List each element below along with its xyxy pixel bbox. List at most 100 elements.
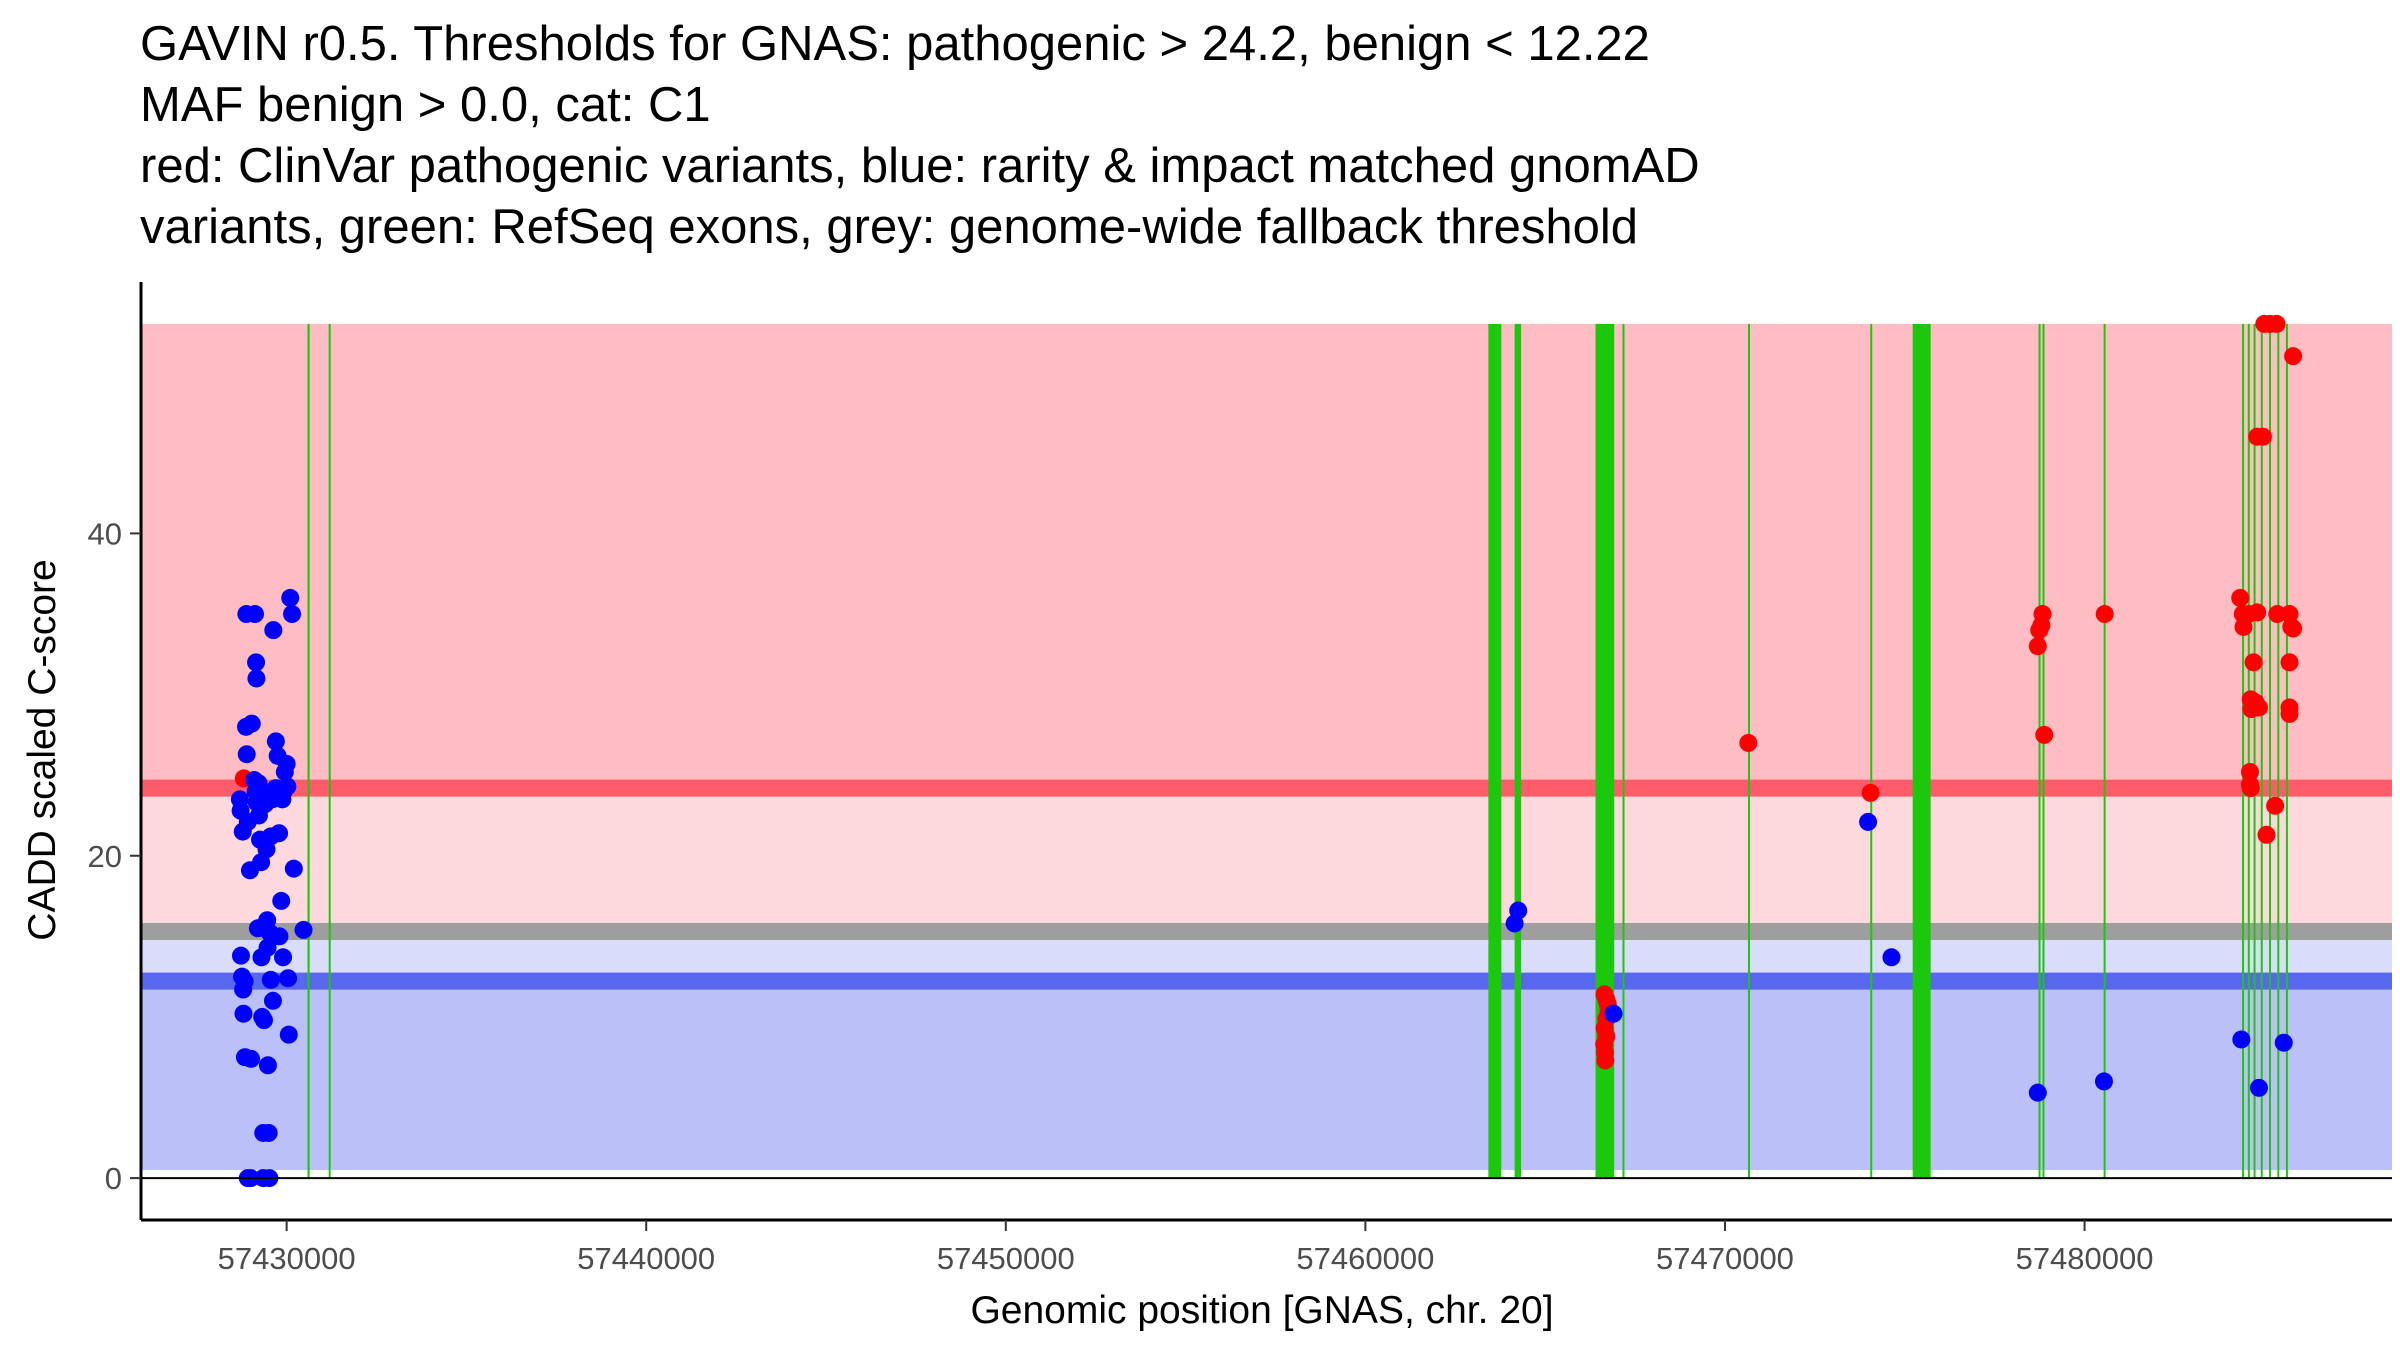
threshold-regions <box>141 323 2392 1171</box>
exon-bar <box>2038 323 2041 1179</box>
exon-bar <box>1622 323 1625 1179</box>
y-tick-label: 0 <box>105 1161 122 1196</box>
gnomad-variant-point <box>281 588 300 607</box>
axes <box>139 282 2392 1222</box>
clinvar-variant-point <box>2257 825 2276 844</box>
gnomad-variant-point <box>242 714 261 733</box>
gnomad-variant-point <box>264 621 283 640</box>
x-tick-label: 57430000 <box>218 1241 356 1276</box>
region-pathogenic <box>141 323 2392 789</box>
gnomad-variant-point <box>245 605 264 624</box>
exon-bar <box>2277 323 2280 1179</box>
gnomad-variant-point <box>294 920 313 939</box>
gnomad-variant-point <box>279 1025 298 1044</box>
clinvar-variant-point <box>2284 619 2303 638</box>
clinvar-variant-point <box>1596 1051 1615 1070</box>
gnomad-variant-point <box>231 946 250 965</box>
title-line-3: red: ClinVar pathogenic variants, blue: … <box>140 139 1700 193</box>
gnomad-variant-point <box>1859 812 1878 831</box>
gnomad-variant-point <box>1509 901 1528 920</box>
gnomad-variant-point <box>1604 1004 1623 1023</box>
gnomad-variant-point <box>2232 1030 2251 1049</box>
y-tick-label: 20 <box>88 839 122 874</box>
clinvar-variant-point <box>2028 637 2047 656</box>
variant-points <box>230 314 2303 1188</box>
x-tick-label: 57470000 <box>1656 1241 1794 1276</box>
title-line-2: MAF benign > 0.0, cat: C1 <box>140 78 711 132</box>
gnomad-variant-point <box>2094 1072 2113 1091</box>
clinvar-variant-point <box>2284 347 2303 366</box>
clinvar-variant-point <box>2280 704 2299 723</box>
y-axis-title: CADD scaled C-score <box>21 559 64 940</box>
y-axis-ticks: 0 20 40 <box>88 516 141 1196</box>
gnomad-variant-point <box>266 732 285 751</box>
gnomad-variant-point <box>270 824 289 843</box>
clinvar-variant-point <box>2095 605 2114 624</box>
clinvar-variant-point <box>1739 733 1758 752</box>
gnomad-variant-point <box>263 991 282 1010</box>
gnomad-variant-point <box>261 970 280 989</box>
gnomad-variant-point <box>278 777 297 796</box>
exon-bar <box>328 323 331 1179</box>
clinvar-variant-point <box>2280 653 2299 672</box>
clinvar-variant-point <box>2266 796 2285 815</box>
gnomad-variant-point <box>2028 1083 2047 1102</box>
title-line-4: variants, green: RefSeq exons, grey: gen… <box>140 200 1639 254</box>
exon-bar <box>307 323 310 1179</box>
gnomad-variant-point <box>1882 948 1901 967</box>
gnomad-variant-point <box>277 754 296 773</box>
gnomad-variant-point <box>283 605 302 624</box>
exon-bar <box>1488 323 1502 1179</box>
clinvar-variant-point <box>2035 725 2054 744</box>
gnomad-variant-point <box>2249 1078 2268 1097</box>
clinvar-variant-point <box>2267 314 2286 333</box>
gnomad-variant-point <box>272 891 291 910</box>
clinvar-variant-point <box>2248 603 2267 622</box>
clinvar-variant-point <box>2244 653 2263 672</box>
gnomad-variant-point <box>235 972 254 991</box>
title-line-1: GAVIN r0.5. Thresholds for GNAS: pathoge… <box>140 17 1650 71</box>
exon-bar <box>2042 323 2045 1179</box>
gnomad-variant-point <box>270 927 289 946</box>
exon-bar <box>2260 323 2263 1179</box>
exon-bar <box>2253 323 2256 1179</box>
chart-title: GAVIN r0.5. Thresholds for GNAS: pathoge… <box>140 14 1700 258</box>
clinvar-variant-point <box>1861 783 1880 802</box>
gnomad-variant-point <box>258 1056 277 1075</box>
gnomad-variant-point <box>247 653 266 672</box>
x-tick-label: 57460000 <box>1296 1241 1434 1276</box>
exon-bar <box>1912 323 1931 1179</box>
gnomad-matched-series <box>230 588 2293 1188</box>
gnomad-variant-point <box>247 669 266 688</box>
region-intermediate <box>141 788 2392 932</box>
x-axis-ticks: 57430000 57440000 57450000 57460000 57470000… <box>218 1220 2154 1276</box>
gnomad-variant-point <box>279 969 298 988</box>
exon-bar <box>2242 323 2245 1179</box>
region-benign <box>141 981 2392 1171</box>
clinvar-variant-point <box>2253 427 2272 446</box>
exon-bar <box>1870 323 1873 1179</box>
x-tick-label: 57450000 <box>937 1241 1075 1276</box>
x-axis-title: Genomic position [GNAS, chr. 20] <box>970 1289 1553 1332</box>
exon-bar <box>2269 323 2272 1179</box>
exon-bar <box>1595 323 1615 1179</box>
gnomad-variant-point <box>237 745 256 764</box>
clinvar-variant-point <box>2033 605 2052 624</box>
x-tick-label: 57440000 <box>577 1241 715 1276</box>
x-tick-label: 57480000 <box>2016 1241 2154 1276</box>
gnomad-variant-point <box>2274 1033 2293 1052</box>
gnomad-variant-point <box>284 859 303 878</box>
gnomad-variant-point <box>259 1123 278 1142</box>
clinvar-variant-point <box>2240 762 2259 781</box>
clinvar-pathogenic-series <box>234 314 2303 1070</box>
gnomad-variant-point <box>234 1004 253 1023</box>
exon-bar <box>2285 323 2288 1179</box>
y-tick-label: 40 <box>88 516 122 551</box>
gnomad-variant-point <box>254 1011 273 1030</box>
threshold-lines <box>141 779 2392 990</box>
gnomad-variant-point <box>242 1049 261 1068</box>
clinvar-variant-point <box>2241 779 2260 798</box>
clinvar-variant-point <box>2231 588 2250 607</box>
clinvar-variant-point <box>2249 698 2268 717</box>
